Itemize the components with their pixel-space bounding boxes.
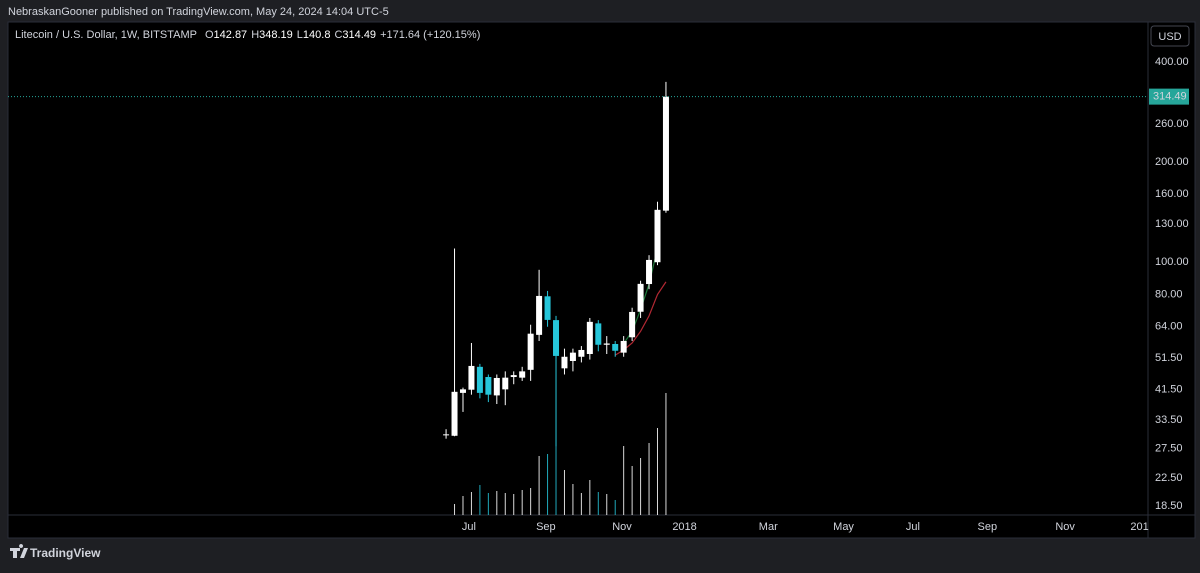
volume-bar [606, 494, 608, 515]
candle-body [603, 343, 610, 345]
candle-body [502, 377, 509, 390]
volume-bar [547, 454, 549, 515]
y-tick-label: 64.00 [1155, 321, 1183, 333]
currency-button[interactable] [1150, 25, 1190, 47]
volume-bar [640, 458, 642, 515]
legend-key: L [297, 29, 303, 41]
volume-bar [555, 440, 557, 515]
volume-bar [538, 456, 540, 515]
legend-key: C [334, 29, 342, 41]
y-tick-label: 22.50 [1155, 472, 1183, 484]
legend-symbol: Litecoin / U.S. Dollar, 1W, BITSTAMP [15, 29, 197, 41]
x-tick-label: Sep [978, 521, 998, 533]
volume-bar [665, 393, 667, 515]
candle-body [629, 311, 636, 338]
volume-bar [648, 443, 650, 515]
volume-bar [454, 504, 456, 515]
y-tick-label: 100.00 [1155, 256, 1189, 268]
x-tick-label: May [833, 521, 854, 533]
candle-body [646, 259, 653, 285]
x-tick-label: Nov [612, 521, 632, 533]
volume-bar [614, 500, 616, 515]
last-price-label: 314.49 [1153, 91, 1187, 103]
volume-bar [521, 490, 523, 515]
candle-body [468, 365, 475, 390]
y-tick-label: 80.00 [1155, 288, 1183, 300]
candle-body [654, 209, 661, 263]
candle-body [519, 371, 526, 378]
volume-bar [631, 466, 633, 515]
legend-value: 142.87 [214, 29, 248, 41]
y-tick-label: 41.50 [1155, 383, 1183, 395]
volume-bar [513, 494, 515, 515]
volume-bar [623, 446, 625, 515]
chart-panel [7, 21, 1196, 539]
candle-body [612, 343, 619, 351]
legend-value: 348.19 [259, 29, 293, 41]
currency-label: USD [1158, 31, 1181, 43]
candle-body [476, 366, 483, 393]
volume-bar [504, 493, 506, 515]
candle-body [536, 295, 543, 335]
x-tick-label: Jul [462, 521, 476, 533]
candle-body [493, 377, 500, 396]
x-tick-label: 201 [1130, 521, 1148, 533]
y-tick-label: 200.00 [1155, 156, 1189, 168]
candle-body [662, 96, 669, 211]
volume-bar [496, 491, 498, 515]
candle-body [620, 340, 627, 353]
x-tick-label: Sep [536, 521, 556, 533]
candle-body [510, 375, 517, 378]
volume-bar [563, 470, 565, 515]
volume-bar [530, 488, 532, 515]
y-tick-label: 18.50 [1155, 500, 1183, 512]
publish-header: NebraskanGooner published on TradingView… [8, 6, 389, 18]
candle-body [561, 356, 568, 369]
candle-body [553, 320, 560, 356]
volume-bar [462, 496, 464, 515]
candle-body [544, 296, 551, 320]
candle-body [485, 377, 492, 395]
candle-body [443, 434, 450, 436]
x-tick-label: Mar [759, 521, 778, 533]
legend-key: O [205, 29, 214, 41]
candle-body [569, 352, 576, 361]
volume-bar [572, 484, 574, 515]
candle-body [586, 321, 593, 355]
volume-bar [597, 492, 599, 515]
y-tick-label: 400.00 [1155, 56, 1189, 68]
last-price-box [1149, 88, 1189, 105]
legend-key: H [251, 29, 259, 41]
candle-body [578, 349, 585, 357]
volume-bar [487, 493, 489, 515]
volume-bar [589, 480, 591, 515]
y-tick-label: 160.00 [1155, 188, 1189, 200]
footer-brand: TradingView [30, 546, 101, 560]
volume-bar [580, 493, 582, 515]
y-tick-label: 33.50 [1155, 414, 1183, 426]
legend-change: +171.64 (+120.15%) [380, 29, 480, 41]
candle-body [459, 389, 466, 393]
legend-value: 140.8 [303, 29, 331, 41]
volume-bar [656, 428, 658, 515]
y-tick-label: 27.50 [1155, 443, 1183, 455]
volume-bar [470, 492, 472, 515]
candle-body [527, 333, 534, 370]
y-tick-label: 130.00 [1155, 218, 1189, 230]
candle-body [637, 283, 644, 312]
legend-value: 314.49 [342, 29, 376, 41]
y-tick-label: 51.50 [1155, 352, 1183, 364]
volume-bar [479, 485, 481, 515]
x-tick-label: 2018 [672, 521, 696, 533]
x-tick-label: Jul [906, 521, 920, 533]
logo [10, 544, 28, 558]
x-tick-label: Nov [1055, 521, 1075, 533]
candle-body [595, 323, 602, 345]
y-tick-label: 260.00 [1155, 118, 1189, 130]
legend: Litecoin / U.S. Dollar, 1W, BITSTAMP O142… [15, 29, 480, 41]
candle-body [451, 391, 458, 436]
